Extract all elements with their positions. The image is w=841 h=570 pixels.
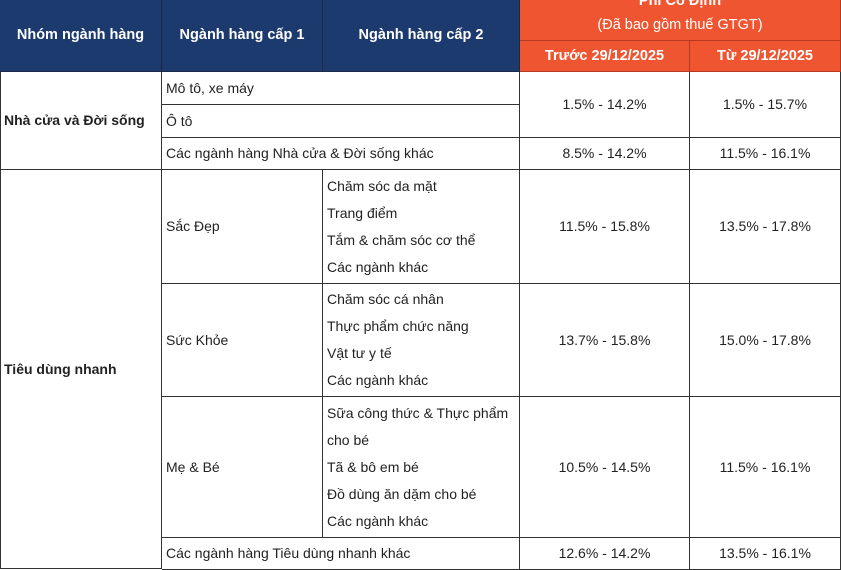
list-item: Thực phẩm chức năng: [327, 318, 469, 334]
list-item: Tã & bô em bé: [327, 458, 419, 475]
sub-beauty: Chăm sóc da mặt Trang điểm Tắm & chăm só…: [323, 170, 520, 284]
list-item: cho bé: [327, 431, 370, 448]
cat-beauty: Sắc Đẹp: [162, 170, 323, 284]
list-item: Đồ dùng ăn dặm cho bé: [327, 485, 477, 502]
cat-home-other: Các ngành hàng Nhà cửa & Đời sống khác: [162, 138, 520, 170]
header-before: Trước 29/12/2025: [520, 41, 690, 72]
header-group: Nhóm ngành hàng: [0, 0, 162, 72]
group-home: Nhà cửa và Đời sống: [0, 72, 162, 170]
fee-beauty-from: 13.5% - 17.8%: [690, 170, 841, 284]
fee-health-from: 15.0% - 17.8%: [690, 284, 841, 397]
fee-home-other-before: 8.5% - 14.2%: [520, 138, 690, 170]
fee-baby-before: 10.5% - 14.5%: [520, 397, 690, 538]
fee-health-before: 13.7% - 15.8%: [520, 284, 690, 397]
fee-vehicles-from: 1.5% - 15.7%: [690, 72, 841, 138]
cat-car: Ô tô: [162, 105, 520, 138]
fee-vehicles-before: 1.5% - 14.2%: [520, 72, 690, 138]
cat-baby: Mẹ & Bé: [162, 397, 323, 538]
sub-health: Chăm sóc cá nhân Thực phẩm chức năng Vật…: [323, 284, 520, 397]
list-item: Chăm sóc da mặt: [327, 177, 437, 194]
sub-baby: Sữa công thức & Thực phẩm cho bé Tã & bô…: [323, 397, 520, 538]
cat-moto: Mô tô, xe máy: [162, 72, 520, 105]
header-from: Từ 29/12/2025: [690, 41, 841, 72]
header-fee: Phí Cố Định (Đã bao gồm thuế GTGT): [520, 0, 841, 41]
list-item: Sữa công thức & Thực phẩm: [327, 404, 509, 421]
fee-baby-from: 11.5% - 16.1%: [690, 397, 841, 538]
fee-home-other-from: 11.5% - 16.1%: [690, 138, 841, 170]
list-item: Tắm & chăm sóc cơ thể: [327, 231, 476, 248]
list-item: Các ngành khác: [327, 512, 429, 529]
group-fmcg: Tiêu dùng nhanh: [0, 170, 162, 569]
header-level1: Ngành hàng cấp 1: [162, 0, 323, 72]
fee-beauty-before: 11.5% - 15.8%: [520, 170, 690, 284]
fee-title: Phí Cố Định: [638, 0, 722, 9]
cat-fmcg-other: Các ngành hàng Tiêu dùng nhanh khác: [162, 538, 520, 570]
header-level2: Ngành hàng cấp 2: [323, 0, 520, 72]
list-item: Trang điểm: [327, 204, 398, 221]
fee-fmcg-other-before: 12.6% - 14.2%: [520, 538, 690, 570]
cat-health: Sức Khỏe: [162, 284, 323, 397]
fee-fmcg-other-from: 13.5% - 16.1%: [690, 538, 841, 570]
list-item: Chăm sóc cá nhân: [327, 291, 444, 307]
list-item: Vật tư y tế: [327, 345, 392, 361]
fee-subtitle: (Đã bao gồm thuế GTGT): [597, 17, 763, 33]
list-item: Các ngành khác: [327, 372, 429, 388]
list-item: Các ngành khác: [327, 258, 429, 275]
